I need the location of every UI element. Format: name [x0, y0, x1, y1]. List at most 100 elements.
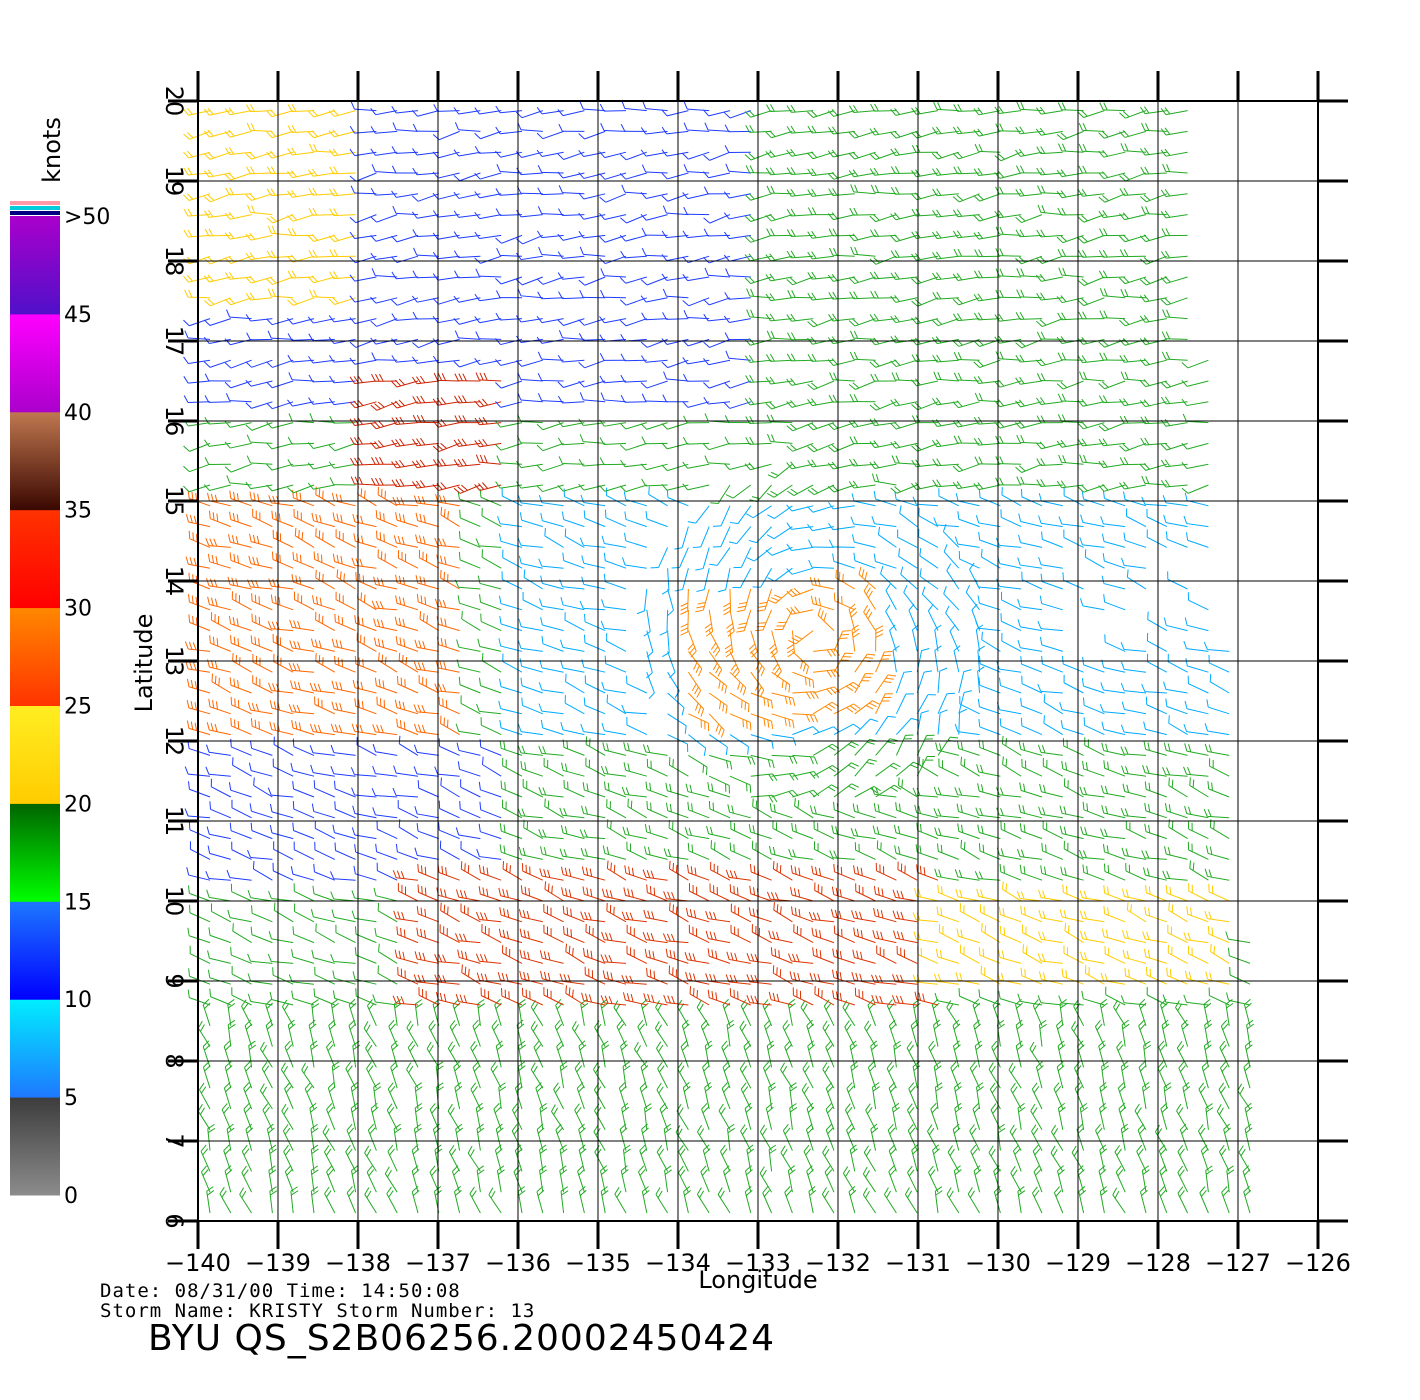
wind-barb	[949, 624, 960, 652]
wind-barb	[854, 842, 876, 860]
wind-barb	[932, 251, 959, 260]
wind-barb	[869, 167, 897, 176]
wind-barb	[972, 998, 981, 1026]
wind-barb	[599, 234, 627, 243]
wind-barb	[266, 150, 294, 159]
wind-barb	[371, 787, 398, 798]
wind-barb	[209, 988, 231, 1006]
wind-barb	[413, 766, 439, 777]
wind-barb	[415, 512, 439, 528]
wind-barb	[848, 151, 876, 160]
wind-barb	[1160, 396, 1188, 405]
wind-barb	[970, 1144, 981, 1172]
wind-barb	[391, 438, 419, 447]
wind-barb	[683, 309, 710, 320]
wind-barb	[357, 486, 377, 507]
wind-barb	[601, 931, 627, 944]
wind-barb	[624, 865, 647, 881]
wind-barb	[703, 171, 731, 179]
wind-barb	[558, 330, 585, 340]
wind-barb	[708, 734, 728, 756]
wind-barb	[245, 314, 273, 322]
wind-barb	[1002, 756, 1022, 777]
wind-barb	[204, 297, 231, 307]
colorbar-band-45-50	[10, 216, 60, 315]
wind-barb	[459, 801, 481, 819]
wind-barb	[831, 886, 855, 902]
wind-barb	[644, 823, 668, 840]
wind-barb	[230, 696, 252, 715]
wind-barb	[311, 512, 335, 528]
wind-barb	[669, 860, 689, 881]
wind-barb	[1116, 1040, 1126, 1068]
wind-barb	[749, 484, 772, 503]
wind-barb	[619, 442, 647, 451]
wind-barb	[417, 780, 440, 798]
wind-barb	[619, 422, 647, 430]
wind-barb	[287, 484, 315, 494]
wind-barb	[1084, 965, 1105, 985]
wind-barb	[565, 943, 585, 964]
wind-barb	[564, 695, 585, 715]
wind-barb	[751, 924, 772, 944]
wind-barb	[391, 378, 419, 388]
wind-barb	[371, 600, 398, 611]
wind-barb	[626, 717, 648, 736]
x-tick-label: −132	[805, 1249, 871, 1277]
wind-barb	[890, 107, 918, 116]
wind-barb	[188, 821, 211, 840]
wind-barb	[1078, 165, 1105, 174]
wind-barb	[561, 887, 585, 902]
wind-barb	[1119, 481, 1147, 490]
wind-barb	[842, 1000, 856, 1027]
wind-barb	[434, 953, 460, 964]
wind-barb	[291, 720, 315, 736]
wind-barb	[619, 151, 647, 161]
wind-barb	[1205, 845, 1230, 860]
wind-barb	[1137, 1123, 1147, 1151]
wind-barb	[851, 493, 876, 507]
wind-barb	[247, 849, 273, 860]
wind-barb	[392, 870, 419, 881]
wind-barb	[1112, 1187, 1126, 1214]
wind-barb	[412, 123, 439, 132]
wind-barb	[249, 491, 273, 507]
wind-barb	[515, 460, 543, 469]
wind-barb	[973, 107, 1001, 116]
wind-barb	[641, 312, 668, 321]
wind-barb	[786, 167, 814, 175]
wind-barb	[519, 512, 543, 528]
wind-barb	[685, 783, 710, 798]
wind-barb	[745, 436, 772, 445]
wind-barb	[432, 482, 460, 491]
wind-barb	[243, 1082, 253, 1110]
wind-barb	[1206, 699, 1230, 715]
wind-barb	[1123, 491, 1147, 507]
wind-barb	[933, 101, 959, 112]
wind-barb	[314, 820, 336, 840]
wind-barb	[516, 209, 543, 218]
wind-barb	[411, 109, 439, 117]
wind-barb	[736, 609, 752, 633]
wind-barb	[579, 246, 606, 257]
wind-barb	[416, 906, 439, 923]
wind-barb	[934, 624, 942, 652]
wind-barb	[440, 902, 460, 923]
wind-barb	[536, 484, 564, 493]
wind-barb	[603, 552, 627, 569]
wind-barb	[1180, 1019, 1189, 1047]
wind-barb	[1082, 760, 1105, 777]
wind-barb	[1144, 823, 1167, 840]
wind-barb	[622, 1144, 631, 1172]
wind-barb	[943, 544, 960, 569]
wind-barb	[209, 635, 231, 652]
wind-barb	[937, 884, 959, 902]
wind-barb	[975, 624, 984, 652]
wind-barb	[1016, 890, 1043, 902]
wind-barb	[745, 124, 772, 133]
wind-barb	[231, 987, 252, 1006]
wind-barb	[1119, 110, 1147, 119]
wind-barb	[873, 491, 897, 507]
wind-barb	[530, 1062, 544, 1089]
wind-barb	[707, 989, 731, 1006]
